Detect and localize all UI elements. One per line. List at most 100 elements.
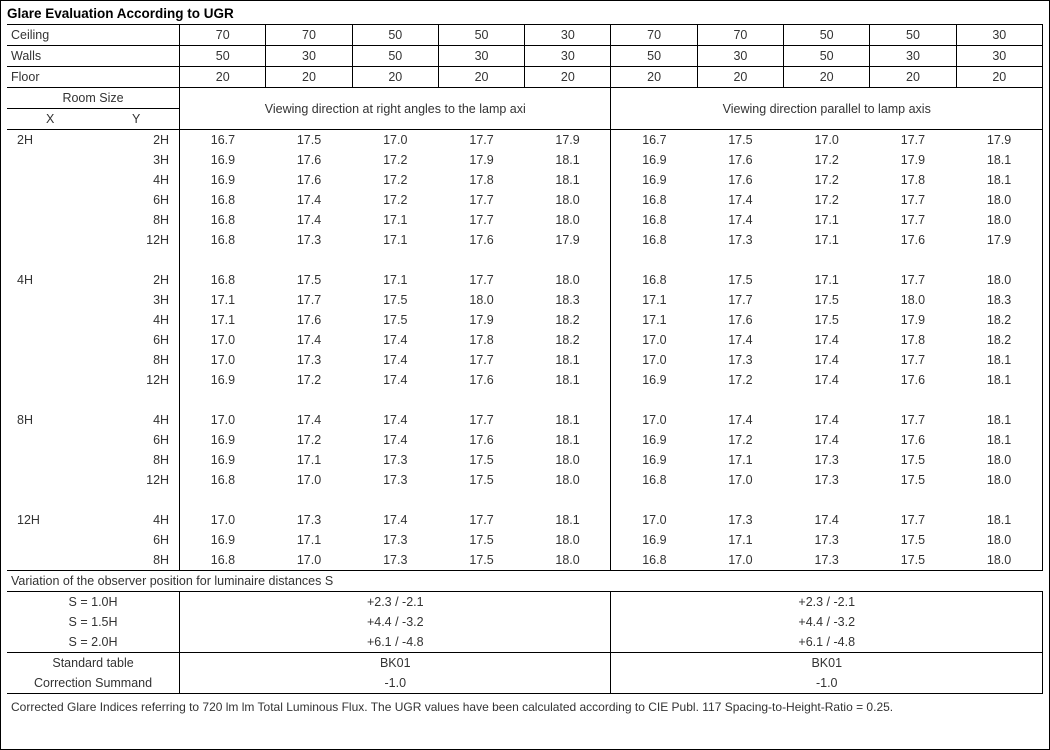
ugr-value: 17.3 (352, 530, 438, 550)
ugr-value: 17.9 (525, 230, 611, 250)
ugr-value: 17.6 (870, 230, 956, 250)
param-value: 50 (352, 25, 438, 46)
correction-summand: -1.0 (611, 673, 1043, 694)
param-value: 70 (266, 25, 352, 46)
ugr-value: 16.9 (611, 430, 697, 450)
variation-label: S = 1.5H (7, 612, 180, 632)
ugr-value: 17.7 (870, 210, 956, 230)
ugr-value: 16.9 (180, 530, 266, 550)
ugr-value: 17.4 (697, 190, 783, 210)
ugr-value: 17.1 (697, 450, 783, 470)
ugr-value: 18.0 (956, 530, 1042, 550)
x-cell (7, 190, 93, 210)
ugr-value: 17.1 (784, 210, 870, 230)
variation-label: S = 2.0H (7, 632, 180, 653)
variation-header: Variation of the observer position for l… (7, 571, 1043, 592)
ugr-value: 17.7 (438, 210, 524, 230)
ugr-value: 17.5 (784, 290, 870, 310)
ugr-value: 18.3 (525, 290, 611, 310)
x-cell (7, 470, 93, 490)
ugr-value: 17.7 (870, 510, 956, 530)
ugr-value: 17.4 (352, 350, 438, 370)
ugr-value: 17.2 (697, 370, 783, 390)
ugr-value: 17.5 (438, 470, 524, 490)
x-cell (7, 290, 93, 310)
ugr-value: 17.0 (611, 350, 697, 370)
ugr-value: 17.8 (438, 330, 524, 350)
y-cell: 12H (93, 230, 179, 250)
ugr-value: 18.1 (525, 430, 611, 450)
ugr-value: 17.0 (697, 470, 783, 490)
ugr-value: 16.9 (180, 150, 266, 170)
ugr-value: 16.9 (611, 150, 697, 170)
ugr-value: 17.6 (870, 370, 956, 390)
ugr-value: 16.8 (180, 470, 266, 490)
ugr-value: 17.5 (266, 270, 352, 290)
x-cell (7, 330, 93, 350)
ugr-value: 17.7 (870, 190, 956, 210)
param-value: 20 (956, 67, 1042, 88)
variation-right: +2.3 / -2.1 (611, 592, 1043, 613)
ugr-value: 17.5 (870, 550, 956, 571)
ugr-value: 18.0 (956, 190, 1042, 210)
param-value: 20 (784, 67, 870, 88)
ugr-value: 17.3 (784, 550, 870, 571)
param-label: Walls (7, 46, 180, 67)
ugr-value: 16.8 (611, 210, 697, 230)
footnote: Corrected Glare Indices referring to 720… (7, 694, 1043, 717)
ugr-value: 17.1 (352, 210, 438, 230)
ugr-value: 17.0 (266, 470, 352, 490)
ugr-value: 17.4 (352, 330, 438, 350)
ugr-value: 16.9 (611, 370, 697, 390)
ugr-value: 17.4 (352, 430, 438, 450)
ugr-value: 18.0 (438, 290, 524, 310)
ugr-value: 17.1 (266, 450, 352, 470)
ugr-table: Ceiling70705050307070505030Walls50305030… (7, 24, 1043, 717)
ugr-value: 17.9 (956, 230, 1042, 250)
std-table: BK01 (611, 653, 1043, 674)
ugr-value: 17.7 (438, 270, 524, 290)
ugr-value: 16.8 (611, 470, 697, 490)
param-value: 70 (697, 25, 783, 46)
ugr-value: 17.1 (352, 270, 438, 290)
x-cell (7, 210, 93, 230)
ugr-value: 16.8 (180, 270, 266, 290)
ugr-value: 17.2 (352, 190, 438, 210)
ugr-value: 17.2 (352, 170, 438, 190)
ugr-value: 18.0 (525, 550, 611, 571)
ugr-value: 17.2 (266, 430, 352, 450)
ugr-value: 17.5 (438, 550, 524, 571)
ugr-value: 17.1 (611, 290, 697, 310)
ugr-value: 17.4 (352, 510, 438, 530)
param-value: 50 (438, 25, 524, 46)
y-cell: 8H (93, 450, 179, 470)
x-cell: 2H (7, 130, 93, 151)
ugr-value: 18.0 (525, 210, 611, 230)
y-cell: 3H (93, 150, 179, 170)
ugr-value: 17.6 (438, 370, 524, 390)
ugr-value: 16.9 (611, 170, 697, 190)
x-cell (7, 230, 93, 250)
variation-left: +2.3 / -2.1 (180, 592, 611, 613)
x-cell (7, 170, 93, 190)
param-label: Ceiling (7, 25, 180, 46)
ugr-value: 17.1 (266, 530, 352, 550)
ugr-value: 17.1 (180, 290, 266, 310)
ugr-value: 18.1 (525, 150, 611, 170)
ugr-value: 17.0 (611, 330, 697, 350)
param-value: 50 (784, 25, 870, 46)
ugr-value: 17.8 (438, 170, 524, 190)
std-table: Standard table (7, 653, 180, 674)
ugr-value: 17.4 (266, 190, 352, 210)
param-value: 30 (438, 46, 524, 67)
ugr-value: 17.3 (352, 470, 438, 490)
ugr-value: 17.4 (784, 510, 870, 530)
ugr-value: 17.6 (697, 310, 783, 330)
y-cell: 6H (93, 430, 179, 450)
y-cell: 8H (93, 350, 179, 370)
param-value: 20 (611, 67, 697, 88)
ugr-value: 17.9 (870, 150, 956, 170)
ugr-value: 17.3 (352, 450, 438, 470)
ugr-value: 16.9 (180, 450, 266, 470)
ugr-value: 18.0 (870, 290, 956, 310)
